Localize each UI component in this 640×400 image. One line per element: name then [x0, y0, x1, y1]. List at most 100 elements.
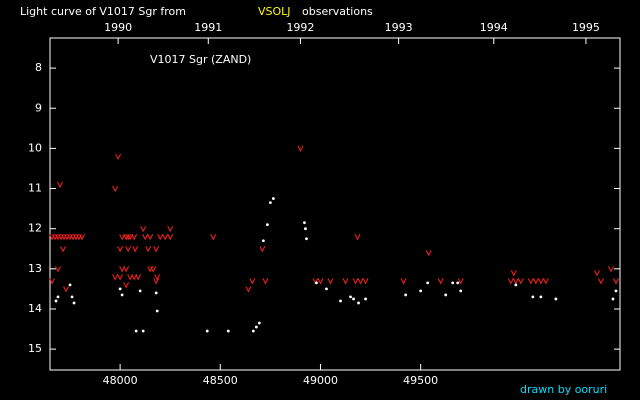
upper-limit-marker [127, 233, 134, 241]
upper-limit-marker [259, 246, 266, 253]
chart-title: Light curve of V1017 Sgr from [20, 5, 186, 18]
upper-limit-marker [127, 274, 134, 281]
observation-dot [304, 227, 307, 231]
upper-limit-marker [117, 246, 124, 253]
observation-dot [254, 325, 258, 329]
upper-limit-marker [608, 266, 614, 273]
y-tick-label: 8 [35, 61, 42, 74]
observation-dot [611, 297, 615, 301]
observation-dot [56, 295, 60, 299]
observation-dot [257, 321, 261, 325]
observation-dot [70, 295, 74, 299]
upper-limit-marker [167, 233, 174, 241]
upper-limit-marker [245, 286, 252, 293]
observation-dot [404, 293, 408, 297]
observation-dot [456, 281, 460, 285]
observation-dot [141, 329, 145, 333]
upper-limit-marker [457, 278, 464, 285]
observation-dot [138, 289, 142, 293]
observation-dot [120, 293, 124, 297]
observation-dot [305, 237, 308, 241]
upper-limit-marker [613, 278, 619, 285]
observation-dot [364, 297, 367, 301]
upper-limit-marker [167, 225, 174, 233]
y-tick-label: 11 [28, 182, 42, 195]
observation-dot [325, 287, 328, 291]
upper-limit-marker [249, 278, 256, 285]
y-tick-label: 15 [28, 342, 42, 355]
observation-dot [315, 281, 318, 285]
observation-dot [352, 297, 355, 301]
observation-dot [419, 289, 423, 293]
observation-dot [265, 223, 269, 227]
x-tick-label: 49000 [303, 374, 338, 387]
annotation: V1017 Sgr (ZAND) [150, 53, 251, 66]
upper-limit-marker [354, 233, 361, 241]
upper-limit-marker [517, 278, 524, 285]
x-tick-label: 48500 [203, 374, 238, 387]
x-tick-label: 48000 [103, 374, 138, 387]
upper-limit-marker [123, 233, 130, 241]
upper-limit-marker [357, 278, 364, 285]
observation-dot [539, 295, 543, 299]
x2-tick-label: 1992 [286, 21, 314, 34]
upper-limit-marker [542, 278, 549, 285]
x2-tick-label: 1995 [572, 21, 600, 34]
upper-limit-marker [49, 278, 55, 285]
upper-limit-marker [123, 266, 130, 273]
upper-limit-marker [510, 270, 517, 277]
y-tick-label: 10 [28, 141, 42, 154]
upper-limit-marker [537, 278, 544, 285]
upper-limit-marker [63, 286, 69, 293]
x2-tick-label: 1993 [385, 21, 413, 34]
observation-dot [72, 301, 76, 305]
upper-limit-marker [150, 266, 157, 273]
upper-limit-marker [132, 246, 139, 253]
observation-dot [54, 299, 58, 303]
upper-limit-marker [162, 233, 169, 241]
observation-dot [271, 197, 275, 200]
x2-tick-label: 1991 [194, 21, 222, 34]
upper-limit-marker [135, 274, 142, 281]
observation-dot [154, 291, 158, 295]
upper-limit-marker [210, 233, 217, 241]
upper-limit-marker [400, 278, 407, 285]
observation-dot [205, 329, 209, 333]
observation-dot [357, 301, 360, 305]
upper-limit-marker [147, 233, 154, 241]
observation-dot [251, 329, 255, 333]
observation-dot [451, 281, 455, 285]
observation-dot [444, 293, 448, 297]
upper-limit-marker [153, 246, 160, 253]
upper-limit-marker [57, 181, 63, 189]
upper-limit-marker [297, 145, 304, 153]
upper-limit-marker [507, 278, 514, 285]
observation-dot [339, 299, 342, 303]
upper-limit-marker [112, 185, 119, 193]
upper-limit-marker [119, 266, 126, 273]
upper-limit-marker [262, 278, 269, 285]
upper-limit-marker [157, 233, 164, 241]
upper-limit-marker [342, 278, 349, 285]
upper-limit-marker [123, 282, 130, 289]
upper-limit-marker [119, 233, 126, 241]
observation-dot [554, 297, 558, 301]
upper-limit-marker [112, 274, 119, 281]
upper-limit-marker [125, 246, 132, 253]
plot-frame [49, 37, 621, 371]
upper-limit-marker [154, 274, 161, 281]
y-tick-label: 9 [35, 101, 42, 114]
observation-dot [426, 281, 430, 285]
x-tick-label: 49500 [403, 374, 438, 387]
upper-limit-marker [425, 250, 432, 257]
upper-limit-marker [594, 270, 600, 277]
chart-title-tail: observations [302, 5, 373, 18]
observation-dot [531, 295, 535, 299]
upper-limit-marker [55, 266, 61, 273]
upper-limit-marker [527, 278, 534, 285]
upper-limit-marker [352, 278, 359, 285]
observation-dot [349, 295, 352, 299]
observation-dot [155, 309, 159, 313]
upper-limit-marker [140, 225, 147, 233]
